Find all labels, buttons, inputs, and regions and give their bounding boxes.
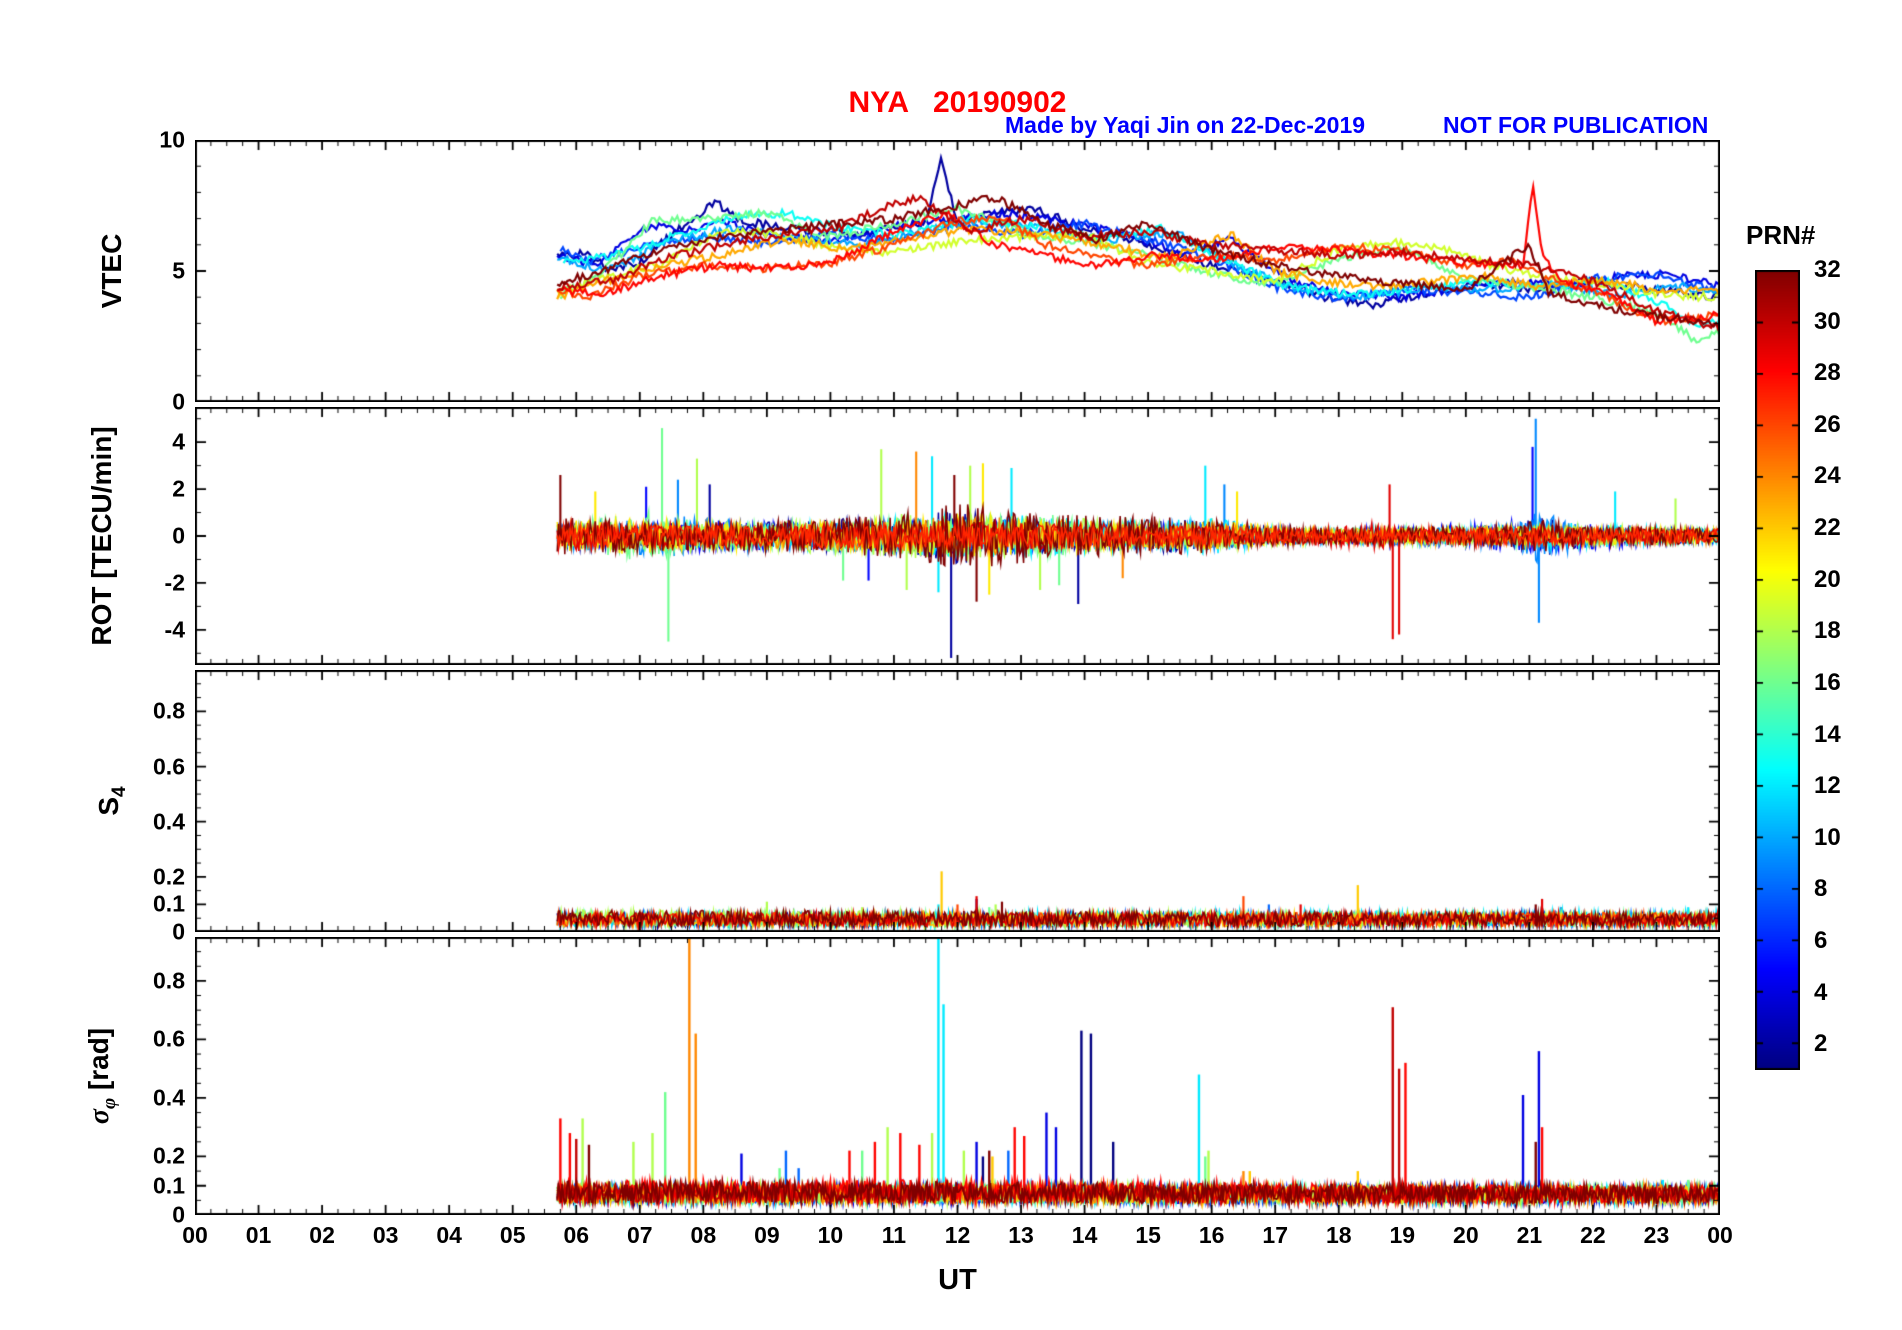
y-tick-label: 0.1 xyxy=(153,1172,185,1199)
colorbar-tick-label: 20 xyxy=(1814,565,1841,593)
x-tick-label: 12 xyxy=(944,1222,971,1248)
x-tick-label: 13 xyxy=(1008,1222,1034,1248)
x-tick-label: 11 xyxy=(881,1222,907,1248)
x-tick-label: 05 xyxy=(499,1222,526,1248)
colorbar-tick-label: 6 xyxy=(1814,926,1828,954)
x-tick-label: 08 xyxy=(690,1222,717,1248)
y-tick-label: 0 xyxy=(172,522,185,549)
y-tick-label: 0 xyxy=(172,1201,185,1228)
sigma-phi-canvas xyxy=(195,937,1720,1215)
x-tick-label: 19 xyxy=(1389,1222,1416,1248)
vtec-canvas xyxy=(195,140,1720,402)
chart-title: NYA 20190902 xyxy=(848,86,1067,119)
publication-notice: NOT FOR PUBLICATION xyxy=(1443,112,1709,138)
colorbar-tick-label: 24 xyxy=(1814,462,1841,490)
y-tick-label: 5 xyxy=(172,257,185,284)
colorbar-tick-label: 32 xyxy=(1814,256,1841,283)
s4-canvas xyxy=(195,670,1720,932)
rot-canvas xyxy=(195,407,1720,665)
y-tick-label: 0.1 xyxy=(153,890,185,917)
colorbar-tick-label: 26 xyxy=(1814,410,1841,438)
colorbar-tick-label: 12 xyxy=(1814,772,1841,800)
x-tick-label: 00 xyxy=(182,1222,208,1248)
x-tick-label: 01 xyxy=(245,1222,272,1248)
y-tick-label: 10 xyxy=(159,126,185,153)
y-tick-label: 0 xyxy=(172,388,185,415)
rot-panel xyxy=(195,407,1720,665)
colorbar-tick-label: 2 xyxy=(1814,1030,1828,1058)
y-tick-label: 0.8 xyxy=(153,697,185,724)
colorbar-tick-label: 10 xyxy=(1814,823,1841,851)
x-tick-label: 07 xyxy=(626,1222,653,1248)
y-tick-label: -2 xyxy=(164,569,185,596)
x-tick-label: 16 xyxy=(1198,1222,1225,1248)
colorbar-tick-label: 30 xyxy=(1814,307,1841,335)
y-tick-label: 2 xyxy=(172,475,185,502)
x-tick-label: 15 xyxy=(1135,1222,1161,1248)
colorbar-tick-label: 8 xyxy=(1814,875,1828,903)
y-tick-label: 0.4 xyxy=(153,808,185,835)
colorbar-tick-label: 22 xyxy=(1814,514,1841,542)
x-tick-label: 06 xyxy=(563,1222,590,1248)
x-tick-label: 17 xyxy=(1262,1222,1288,1248)
x-axis-title: UT xyxy=(938,1264,977,1296)
colorbar-tick-label: 14 xyxy=(1814,720,1841,748)
credit-text: Made by Yaqi Jin on 22-Dec-2019 xyxy=(1005,112,1366,138)
x-tick-label: 20 xyxy=(1453,1222,1479,1248)
sigma-phi-panel xyxy=(195,937,1720,1215)
y-tick-label: 0.6 xyxy=(153,1025,185,1052)
x-tick-label: 03 xyxy=(372,1222,399,1248)
y-tick-label: -4 xyxy=(164,616,185,643)
s4-panel xyxy=(195,670,1720,932)
x-tick-label: 02 xyxy=(309,1222,335,1248)
colorbar-tick-label: 28 xyxy=(1814,359,1841,387)
vtec-panel xyxy=(195,140,1720,402)
y-tick-label: 0.2 xyxy=(153,863,185,890)
colorbar xyxy=(1755,270,1800,1070)
x-tick-label: 18 xyxy=(1325,1222,1352,1248)
y-tick-label: 0.2 xyxy=(153,1142,185,1169)
x-tick-label: 14 xyxy=(1071,1222,1098,1248)
y-tick-label: 0.6 xyxy=(153,753,185,780)
x-tick-label: 23 xyxy=(1643,1222,1670,1248)
x-tick-label: 09 xyxy=(754,1222,780,1248)
y-tick-label: 0.4 xyxy=(153,1084,185,1111)
colorbar-tick-label: 18 xyxy=(1814,617,1841,645)
y-tick-label: 0.8 xyxy=(153,967,185,994)
y-tick-label: 4 xyxy=(172,428,185,455)
colorbar-tick-label: 4 xyxy=(1814,978,1828,1006)
x-tick-label: 04 xyxy=(436,1222,462,1248)
s4-label-sub: 4 xyxy=(108,786,130,797)
x-tick-label: 00 xyxy=(1707,1222,1733,1248)
x-tick-label: 21 xyxy=(1516,1222,1543,1248)
colorbar-title: PRN# xyxy=(1746,220,1816,250)
colorbar-tick-label: 16 xyxy=(1814,668,1841,696)
x-tick-label: 10 xyxy=(817,1222,844,1248)
y-tick-label: 0 xyxy=(172,918,185,945)
x-tick-label: 22 xyxy=(1580,1222,1606,1248)
